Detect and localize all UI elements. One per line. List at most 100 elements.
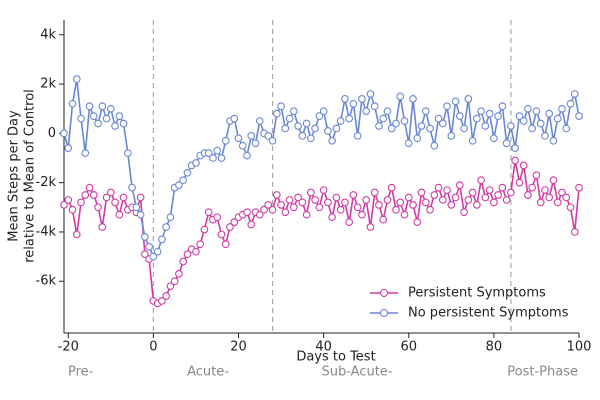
data-point [392,119,400,128]
data-point [426,124,434,133]
data-point [255,210,264,219]
data-point [221,240,230,249]
data-point [234,134,243,143]
data-point [328,136,336,145]
data-point [400,210,409,219]
data-point [226,223,234,231]
data-point [192,159,200,167]
data-point [68,99,77,108]
data-point [302,210,311,219]
data-point [136,210,145,219]
data-point [307,188,315,197]
data-point [455,181,464,189]
y-tick-label: 0 [48,126,56,141]
data-point [60,200,68,209]
data-point [515,178,524,187]
data-point [549,176,558,185]
data-point [413,134,422,143]
data-point [289,203,298,212]
data-point [98,223,107,231]
data-point [260,205,268,214]
data-point [438,196,447,204]
y-tick-label: -4k [36,224,57,239]
data-point [494,112,502,120]
data-point [536,119,545,128]
data-point [81,149,90,157]
data-point [281,208,290,217]
data-point [285,196,294,204]
data-point [106,188,115,197]
data-point [200,225,209,234]
data-point [536,198,545,207]
data-point [230,114,239,123]
data-point [349,99,358,108]
data-point [102,114,111,123]
data-point [498,102,507,111]
data-point [460,124,468,133]
data-point [490,198,498,207]
data-point [243,151,251,160]
data-point [141,250,149,258]
x-axis-label: Days to Test [296,350,375,365]
data-point [353,203,362,212]
data-point [528,183,537,192]
data-point [298,198,307,207]
data-point [251,139,260,148]
data-point [434,114,443,123]
data-point [111,198,119,207]
data-point [68,205,77,214]
data-point [89,191,98,199]
y-axis-label: relative to Mean of Control [23,89,38,263]
data-point [319,107,328,116]
data-point [451,97,460,106]
data-point [81,191,90,199]
data-point [94,203,102,212]
data-point [362,196,371,204]
data-point [141,233,149,241]
data-point [473,200,481,209]
legend-label: Persistent Symptoms [408,286,546,301]
data-point [85,183,94,192]
series-line [63,160,580,305]
data-point [524,104,532,113]
data-point [502,196,511,204]
data-point [247,220,256,229]
data-point [175,270,183,278]
data-point [175,181,183,189]
data-point [438,119,447,128]
data-point [362,107,371,116]
x-tick-label: 60 [400,340,417,355]
data-point [566,99,575,108]
data-point [264,131,273,140]
data-point [294,193,302,202]
data-point [558,104,566,113]
data-point [485,109,494,118]
data-point [553,114,562,123]
data-point [570,228,579,236]
data-point [302,119,311,128]
data-point [72,230,81,239]
data-point [332,193,341,202]
data-point [268,136,277,145]
data-point [464,196,473,204]
data-point [319,186,328,194]
data-point [183,168,192,177]
data-point [158,235,166,244]
data-point [289,107,298,116]
data-point [324,198,332,207]
data-point [426,205,434,214]
data-point [404,139,413,148]
data-point [443,186,451,194]
data-point [77,198,85,207]
data-point [221,136,230,145]
data-point [485,186,494,194]
data-point [72,75,81,83]
data-point [123,149,132,157]
data-point [455,112,464,120]
data-point [64,144,73,153]
data-point [247,131,256,140]
data-point [358,95,366,103]
phase-label: Acute- [187,365,229,380]
y-tick-label: -6k [36,274,57,289]
data-point [166,213,175,222]
